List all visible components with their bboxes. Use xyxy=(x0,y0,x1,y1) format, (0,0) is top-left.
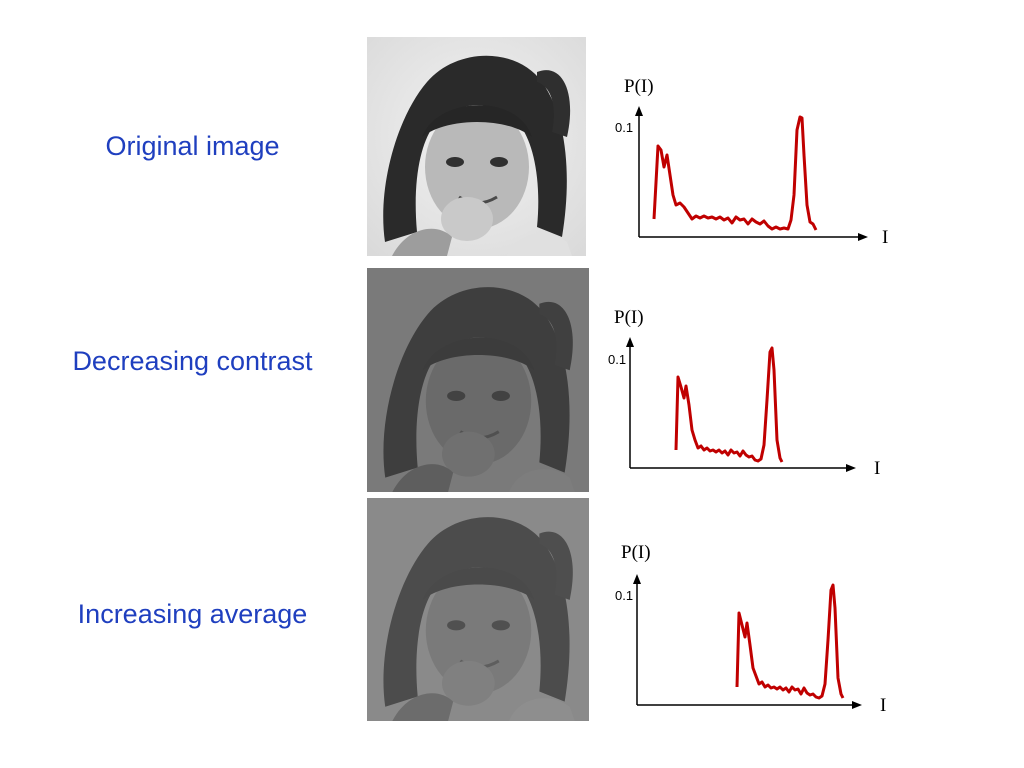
histogram-x-label: I xyxy=(880,695,886,716)
y-axis-arrowhead-icon xyxy=(633,574,641,584)
y-axis-arrowhead-icon xyxy=(635,106,643,116)
histogram-y-label: P(I) xyxy=(621,542,651,563)
histogram-y-label: P(I) xyxy=(614,307,644,328)
histogram-curve xyxy=(735,583,845,700)
x-axis-arrowhead-icon xyxy=(852,701,862,709)
histogram-x-label: I xyxy=(874,458,880,479)
histogram-y-tick-label: 0.1 xyxy=(615,120,633,135)
photo-increasing-average xyxy=(367,498,589,721)
histogram-y-label: P(I) xyxy=(624,76,654,97)
histogram-x-label: I xyxy=(882,227,888,248)
histogram-y-tick-label: 0.1 xyxy=(608,352,626,367)
row-label-decreasing-contrast: Decreasing contrast xyxy=(72,346,313,376)
histogram-curve xyxy=(652,115,818,231)
histogram-y-tick-label: 0.1 xyxy=(615,588,633,603)
y-axis-arrowhead-icon xyxy=(626,337,634,347)
row-label-original: Original image xyxy=(105,131,280,161)
x-axis-arrowhead-icon xyxy=(846,464,856,472)
x-axis-arrowhead-icon xyxy=(858,233,868,241)
histogram-curve xyxy=(674,346,784,463)
row-label-increasing-average: Increasing average xyxy=(77,599,308,629)
photo-original xyxy=(367,37,586,256)
photo-decreasing-contrast xyxy=(367,268,589,492)
